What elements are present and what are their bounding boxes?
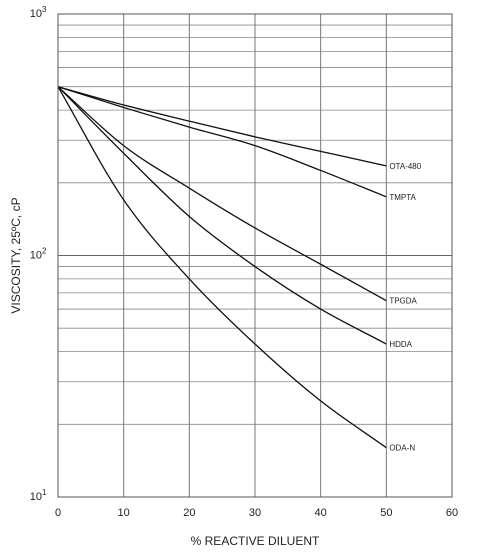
y-tick-label: 10 — [30, 8, 42, 20]
plot-frame — [57, 13, 453, 498]
x-tick-label: 10 — [118, 507, 130, 519]
x-axis-title: % REACTIVE DILUENT — [191, 534, 320, 548]
series-label-oda-n: ODA-N — [389, 444, 415, 453]
y-tick-exponent: 1 — [42, 488, 47, 497]
series-line-tmpta — [57, 86, 387, 198]
series-label-hdda: HDDA — [389, 340, 412, 349]
series-line-ota-480 — [57, 86, 387, 167]
y-tick-exponent: 3 — [42, 5, 47, 14]
y-axis-title: VISCOSITY, 25ºC, cP — [9, 197, 23, 313]
series-labels: OTA-480 TMPTA TPGDA HDDA ODA-N — [389, 162, 421, 453]
y-tick-exponent: 2 — [42, 247, 47, 256]
x-tick-label: 30 — [249, 507, 261, 519]
series-lines — [57, 86, 387, 449]
x-tick-label: 0 — [55, 507, 61, 519]
series-label-ota-480: OTA-480 — [389, 162, 421, 171]
y-tick-label: 10 — [30, 491, 42, 503]
series-line-tpgda — [57, 86, 387, 302]
series-label-tmpta: TMPTA — [389, 193, 416, 202]
x-tick-labels: 0 10 20 30 40 50 60 — [55, 507, 458, 519]
series-line-hdda — [57, 86, 387, 345]
x-tick-label: 60 — [446, 507, 458, 519]
series-line-oda-n — [57, 86, 387, 449]
x-tick-label: 40 — [315, 507, 327, 519]
x-tick-label: 50 — [380, 507, 392, 519]
series-label-tpgda: TPGDA — [389, 297, 417, 306]
y-tick-label: 10 — [30, 250, 42, 262]
x-tick-label: 20 — [183, 507, 195, 519]
